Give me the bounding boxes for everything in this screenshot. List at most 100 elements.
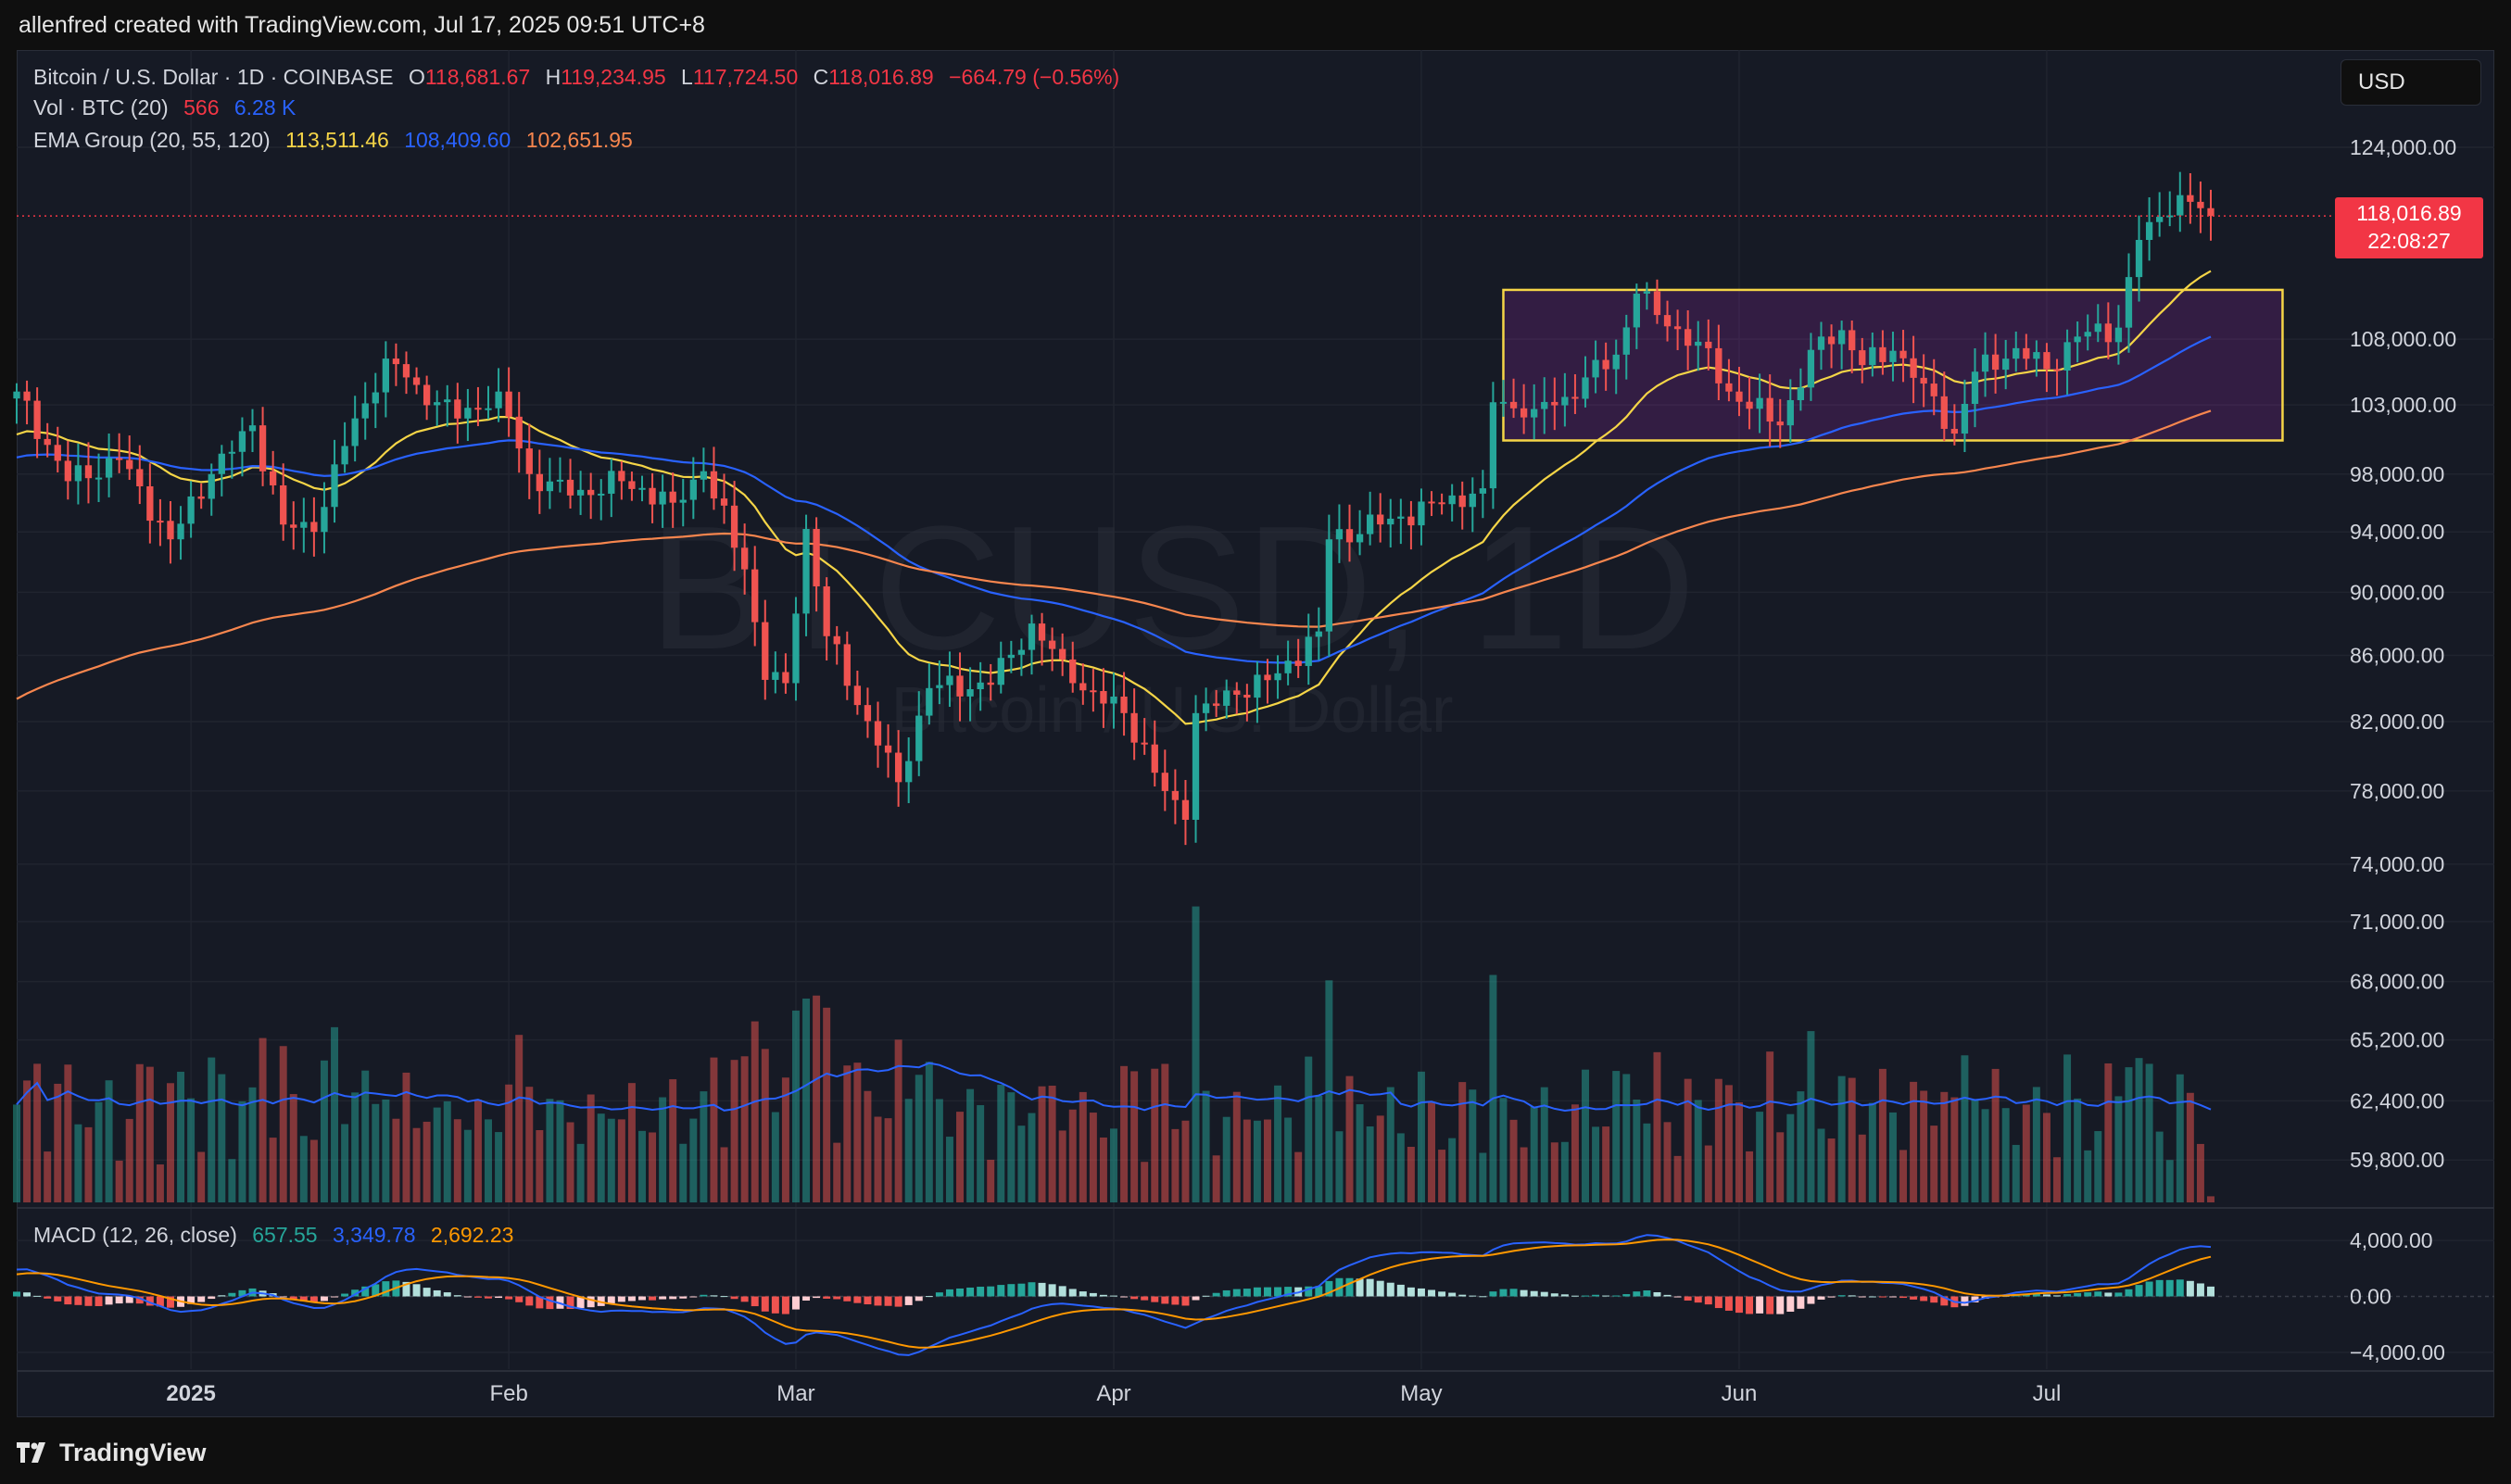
macd-signal-value: 2,692.23 [430, 1223, 514, 1247]
candle-body [1499, 401, 1508, 404]
volume-bar [13, 1104, 20, 1202]
candle-body [505, 391, 512, 417]
volume-bar [309, 1139, 318, 1202]
price-tick-label: 82,000.00 [2350, 710, 2444, 734]
volume-bar [1807, 1031, 1815, 1202]
volume-bar [473, 1100, 482, 1202]
candle-body [1889, 350, 1897, 362]
volume-bar [853, 1063, 862, 1202]
currency-button[interactable]: USD [2341, 59, 2481, 106]
price-tick-label: 65,200.00 [2350, 1028, 2444, 1052]
volume-bar [1192, 906, 1200, 1202]
volume-bar [74, 1124, 82, 1202]
macd-histogram-bar [218, 1295, 226, 1297]
signal-line [16, 1239, 2212, 1349]
volume-bar [997, 1084, 1005, 1202]
macd-histogram-bar [617, 1296, 625, 1302]
volume-bar [1756, 1112, 1764, 1202]
footer-brand[interactable]: TradingView [17, 1436, 207, 1469]
volume-bar [1232, 1091, 1241, 1202]
macd-histogram-bar [2207, 1286, 2214, 1297]
candle-body [259, 425, 267, 472]
volume-bar [915, 1075, 923, 1202]
macd-histogram-bar [945, 1289, 953, 1297]
macd-histogram-bar [1171, 1296, 1180, 1305]
candle-body [853, 685, 862, 706]
macd-histogram-bar [1746, 1296, 1754, 1314]
macd-label: MACD (12, 26, close) [33, 1223, 237, 1247]
candle-body [1007, 654, 1015, 659]
volume-bar [1746, 1151, 1754, 1202]
volume-bar [1612, 1071, 1621, 1202]
macd-histogram-bar [74, 1296, 82, 1305]
volume-bar [84, 1126, 93, 1202]
candle-body [884, 745, 892, 753]
macd-histogram-bar [1888, 1296, 1897, 1298]
volume-bar [1899, 1150, 1908, 1202]
macd-pane [13, 1234, 2214, 1356]
candle-body [740, 547, 749, 570]
candle-body [1294, 660, 1302, 666]
macd-histogram-bar [1509, 1289, 1518, 1297]
macd-histogram-bar [1141, 1296, 1149, 1301]
candle-body [2084, 332, 2091, 337]
candle-body [762, 622, 769, 680]
volume-bar [1724, 1085, 1733, 1202]
candle-body [300, 522, 308, 528]
credit-text: allenfred created with TradingView.com, … [19, 12, 705, 38]
macd-histogram-bar [566, 1296, 574, 1310]
macd-legend: MACD (12, 26, close) 657.55 3,349.78 2,6… [33, 1223, 523, 1248]
macd-histogram-bar [1068, 1289, 1077, 1297]
macd-histogram-bar [823, 1296, 831, 1299]
candle-body [1653, 291, 1661, 316]
candle-body [218, 453, 225, 474]
macd-histogram-bar [2186, 1280, 2194, 1297]
candle-body [167, 521, 174, 540]
candle-body [1673, 326, 1682, 330]
volume-bar [1920, 1090, 1928, 1202]
candle-body [1274, 673, 1281, 681]
volume-bar [1550, 1142, 1558, 1202]
volume-bar [833, 1142, 841, 1202]
macd-histogram-bar [1817, 1296, 1825, 1300]
macd-histogram-bar [843, 1296, 852, 1302]
macd-histogram-bar [853, 1296, 862, 1303]
volume-bar [1345, 1075, 1354, 1202]
volume-bar [392, 1118, 400, 1202]
volume-bar [1714, 1078, 1722, 1202]
candle-body [434, 402, 441, 406]
volume-bar [1305, 1056, 1313, 1202]
candle-body [1038, 623, 1046, 641]
volume-bar [341, 1124, 349, 1202]
volume-bar [1582, 1069, 1589, 1202]
volume-bar [1407, 1147, 1415, 1202]
macd-histogram-bar [1017, 1283, 1026, 1297]
volume-bar [884, 1118, 892, 1202]
macd-histogram-bar [1448, 1292, 1457, 1297]
candle-body [1663, 315, 1672, 327]
candle-body [321, 507, 328, 533]
macd-histogram-bar [1438, 1291, 1446, 1297]
macd-histogram-bar [1181, 1296, 1190, 1306]
candle-body [1643, 291, 1651, 294]
volume-bar [95, 1101, 103, 1202]
candle-body [1479, 488, 1487, 494]
ema-label: EMA Group (20, 55, 120) [33, 128, 271, 152]
macd-tick-label: 4,000.00 [2350, 1228, 2433, 1252]
candle-body [782, 672, 789, 684]
volume-bar [1058, 1130, 1066, 1202]
candle-body [536, 473, 543, 492]
macd-histogram-bar [156, 1296, 164, 1307]
macd-histogram-bar [740, 1296, 749, 1302]
volume-bar [1622, 1074, 1631, 1202]
price-tick-label: 94,000.00 [2350, 520, 2444, 544]
candle-body [2177, 195, 2184, 216]
volume-legend: Vol · BTC (20) 566 6.28 K [33, 95, 305, 120]
candle-body [1284, 660, 1292, 673]
macd-histogram-bar [1663, 1294, 1672, 1297]
price-tick-label: 103,000.00 [2350, 393, 2456, 417]
candle-body [710, 471, 718, 499]
macd-histogram-bar [1028, 1282, 1036, 1297]
candle-body [946, 675, 953, 685]
